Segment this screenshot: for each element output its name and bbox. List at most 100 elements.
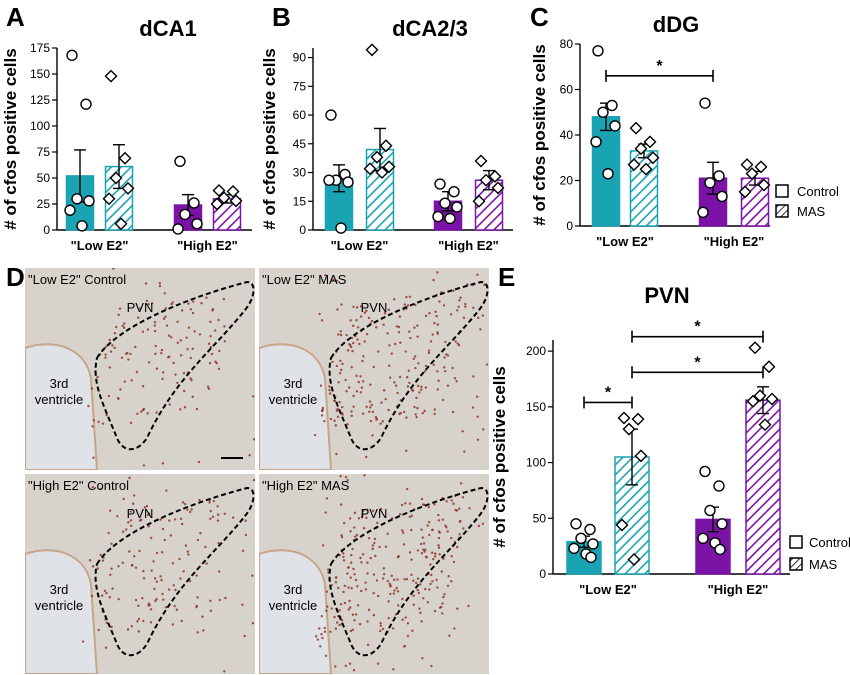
cfos-cell xyxy=(439,605,443,609)
cfos-cell xyxy=(359,556,362,560)
cfos-cell xyxy=(434,310,437,314)
cfos-cell xyxy=(189,377,192,380)
ventricle-region xyxy=(25,549,99,674)
cfos-cell xyxy=(410,514,413,517)
legend-mas-swatch xyxy=(775,204,789,218)
cfos-cell xyxy=(369,406,372,409)
data-point-circle xyxy=(342,176,354,188)
cfos-cell xyxy=(371,509,375,512)
cfos-cell xyxy=(404,616,407,619)
data-point-circle xyxy=(716,190,728,203)
cfos-cell xyxy=(125,528,128,531)
cfos-cell xyxy=(452,560,456,564)
cfos-cell xyxy=(344,378,347,382)
cfos-cell xyxy=(468,507,471,510)
cfos-cell xyxy=(360,561,363,564)
cfos-cell xyxy=(133,555,136,558)
cfos-cell xyxy=(145,505,149,508)
cfos-cell xyxy=(152,560,155,563)
cfos-cell xyxy=(323,630,327,633)
cfos-cell xyxy=(428,588,431,591)
cfos-cell xyxy=(160,551,164,554)
cfos-cell xyxy=(418,391,421,394)
cfos-cell xyxy=(117,313,120,317)
cfos-cell xyxy=(175,608,179,611)
cfos-cell xyxy=(338,623,341,627)
cfos-cell xyxy=(392,592,396,595)
cfos-cell xyxy=(354,613,358,616)
y-tick-label: 75 xyxy=(293,79,307,93)
y-tick-label: 80 xyxy=(560,37,574,51)
cfos-cell xyxy=(485,363,489,366)
cfos-cell xyxy=(164,307,168,310)
cfos-cell xyxy=(320,615,324,618)
cfos-cell xyxy=(114,325,118,329)
ventricle-label: 3rd ventricle xyxy=(269,582,317,613)
cfos-cell xyxy=(412,357,415,361)
chart-dca23: dCA2/3 # of cfos positive cells 0 15 30 45 60 7… xyxy=(260,16,513,253)
data-point-circle xyxy=(439,197,451,209)
pvn-label: PVN xyxy=(361,300,388,315)
cfos-cell xyxy=(475,395,479,398)
cfos-cell xyxy=(477,316,480,320)
cfos-cell xyxy=(355,374,358,378)
cfos-cell xyxy=(398,315,402,318)
cfos-cell xyxy=(483,283,486,286)
cfos-cell xyxy=(406,622,410,625)
cfos-cell xyxy=(390,574,393,577)
cfos-cell xyxy=(350,366,353,369)
cfos-cell xyxy=(324,511,327,514)
cfos-cell xyxy=(455,380,458,383)
cfos-cell xyxy=(355,306,359,309)
cfos-cell xyxy=(351,349,354,353)
cfos-cell xyxy=(452,289,455,293)
cfos-cell xyxy=(171,562,175,565)
cfos-cell xyxy=(329,417,333,421)
cfos-cell xyxy=(318,627,321,630)
data-point-diamond xyxy=(379,139,393,153)
cfos-cell xyxy=(187,302,190,305)
cfos-cell xyxy=(137,604,140,607)
cfos-cell xyxy=(119,388,122,391)
cfos-cell xyxy=(388,344,391,347)
cfos-cell xyxy=(430,551,434,554)
cfos-cell xyxy=(128,476,131,480)
cfos-cell xyxy=(437,544,440,547)
cfos-cell xyxy=(422,597,425,600)
cfos-cell xyxy=(459,296,462,299)
cfos-cell xyxy=(171,301,174,304)
data-point-diamond xyxy=(757,178,771,192)
data-point-diamond xyxy=(634,142,648,156)
cfos-cell xyxy=(134,566,138,569)
cfos-cell xyxy=(159,575,162,578)
cfos-cell xyxy=(223,512,226,516)
cfos-cell xyxy=(165,489,168,492)
cfos-cell xyxy=(179,354,183,357)
legend-mas-swatch xyxy=(789,557,803,571)
cfos-cell xyxy=(371,434,374,437)
data-point-circle xyxy=(585,551,597,563)
cfos-cell xyxy=(433,503,436,506)
cfos-cell xyxy=(161,527,165,531)
data-point-diamond xyxy=(627,553,641,567)
cfos-cell xyxy=(412,579,415,582)
cfos-cell xyxy=(349,576,352,579)
cfos-cell xyxy=(442,595,445,599)
cfos-cell xyxy=(433,412,436,416)
cfos-cell xyxy=(129,352,132,356)
cfos-cell xyxy=(422,548,425,551)
legend-control-swatch xyxy=(789,535,803,549)
cfos-cell xyxy=(223,670,226,673)
cfos-cell xyxy=(481,522,485,526)
data-point-diamond xyxy=(114,217,128,231)
data-point-circle xyxy=(584,523,596,536)
data-point-circle xyxy=(602,167,614,180)
cfos-cell xyxy=(211,309,214,312)
cfos-cell xyxy=(346,349,350,352)
cfos-cell xyxy=(147,361,151,364)
cfos-cell xyxy=(429,340,433,343)
cfos-cell xyxy=(358,342,361,346)
cfos-cell xyxy=(427,520,431,524)
cfos-cell xyxy=(339,330,343,333)
cfos-cell xyxy=(342,590,345,594)
